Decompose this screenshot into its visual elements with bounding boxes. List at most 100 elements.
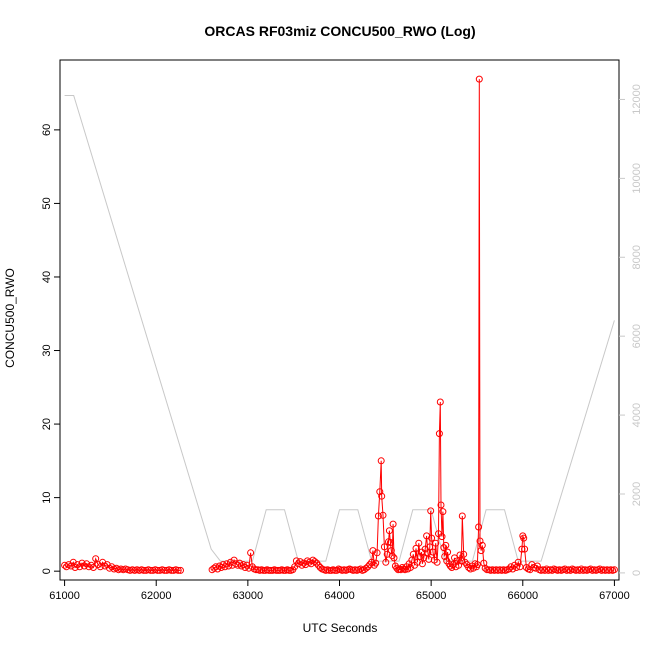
- data-point: [154, 566, 162, 574]
- data-point: [167, 566, 175, 574]
- y-axis-label: CONCU500_RWO: [3, 268, 17, 368]
- y-tick-label: 30: [41, 344, 53, 356]
- y-tick-label: 60: [41, 124, 53, 136]
- data-point: [469, 564, 477, 572]
- data-point: [437, 501, 445, 509]
- data-point: [385, 527, 393, 535]
- data-point: [298, 561, 306, 569]
- x-tick-label: 66000: [507, 590, 538, 602]
- data-point: [174, 566, 182, 574]
- data-point: [247, 549, 255, 557]
- y-tick-label: 10: [41, 491, 53, 503]
- x-tick-label: 67000: [599, 590, 630, 602]
- data-point: [415, 539, 423, 547]
- data-point: [389, 520, 397, 528]
- data-point: [241, 564, 249, 571]
- data-point: [311, 558, 319, 566]
- y2-tick-label: 12000: [631, 84, 643, 115]
- data-point: [438, 533, 446, 541]
- data-point: [362, 564, 370, 572]
- y2-tick-label: 2000: [631, 482, 643, 506]
- data-point: [460, 550, 468, 558]
- data-point: [433, 558, 441, 566]
- data-point: [390, 554, 398, 562]
- data-point: [429, 548, 437, 556]
- y-tick-label: 20: [41, 418, 53, 430]
- secondary-series: [64, 95, 615, 562]
- data-point: [314, 561, 322, 569]
- data-point: [420, 554, 428, 562]
- y-tick-label: 0: [41, 568, 53, 574]
- y-axis: 0 10 20 30 40 50 60: [41, 124, 60, 574]
- plot-frame: [59, 59, 620, 581]
- data-point: [67, 562, 75, 570]
- data-point: [407, 564, 414, 571]
- data-point: [442, 541, 450, 549]
- data-point: [76, 563, 84, 571]
- data-point: [388, 552, 396, 560]
- data-point: [426, 543, 434, 551]
- x-tick-label: 63000: [233, 590, 264, 602]
- data-point: [465, 564, 473, 571]
- y2-tick-label: 4000: [631, 403, 643, 427]
- data-point: [296, 558, 304, 566]
- data-point: [80, 562, 88, 570]
- data-point: [372, 559, 380, 567]
- data-point: [427, 507, 435, 515]
- data-point: [521, 545, 529, 553]
- data-point: [313, 559, 321, 567]
- data-point: [478, 541, 486, 549]
- data-point: [439, 508, 447, 516]
- x-tick-label: 64000: [324, 590, 355, 602]
- data-point: [522, 564, 530, 571]
- y2-tick-label: 0: [631, 570, 643, 576]
- data-point: [73, 561, 81, 569]
- data-point: [87, 561, 95, 569]
- data-point: [378, 492, 386, 500]
- y2-axis: 0 2000 4000 6000 8000 10000 12000: [619, 84, 643, 576]
- data-point: [374, 512, 382, 520]
- data-point: [440, 544, 448, 552]
- data-point: [140, 566, 148, 574]
- data-point: [475, 75, 483, 83]
- data-point: [453, 557, 461, 565]
- x-tick-label: 61000: [49, 590, 80, 602]
- data-point: [477, 547, 485, 555]
- data-point: [435, 430, 443, 438]
- data-point: [505, 565, 513, 573]
- data-point: [369, 547, 377, 555]
- data-point: [413, 558, 421, 566]
- data-point: [457, 557, 465, 565]
- data-point: [436, 398, 444, 406]
- data-point: [409, 550, 417, 558]
- data-point: [92, 555, 100, 563]
- data-point: [379, 511, 387, 519]
- concu500-line: [211, 79, 615, 571]
- chart-title: ORCAS RF03miz CONCU500_RWO (Log): [204, 23, 475, 39]
- data-point: [376, 488, 384, 496]
- x-axis-label: UTC Seconds: [303, 621, 378, 635]
- secondary-line: [64, 95, 615, 562]
- data-point: [387, 547, 395, 555]
- data-point: [444, 548, 452, 556]
- data-point: [62, 563, 70, 571]
- data-point: [473, 561, 481, 569]
- data-point: [177, 566, 184, 574]
- x-tick-label: 62000: [141, 590, 172, 602]
- y2-tick-label: 8000: [631, 245, 643, 269]
- data-point: [432, 539, 440, 547]
- data-point: [364, 563, 372, 571]
- data-point: [480, 559, 488, 567]
- y2-tick-label: 6000: [631, 324, 643, 348]
- data-point: [412, 544, 420, 552]
- x-axis: 61000 62000 63000 64000 65000 66000 67000: [49, 580, 630, 602]
- data-point: [230, 556, 238, 564]
- data-point: [382, 558, 390, 566]
- y-tick-label: 50: [41, 197, 53, 209]
- data-point: [333, 566, 341, 574]
- data-point: [458, 512, 466, 520]
- data-point: [610, 566, 618, 574]
- data-point: [380, 543, 388, 551]
- data-point: [533, 562, 541, 570]
